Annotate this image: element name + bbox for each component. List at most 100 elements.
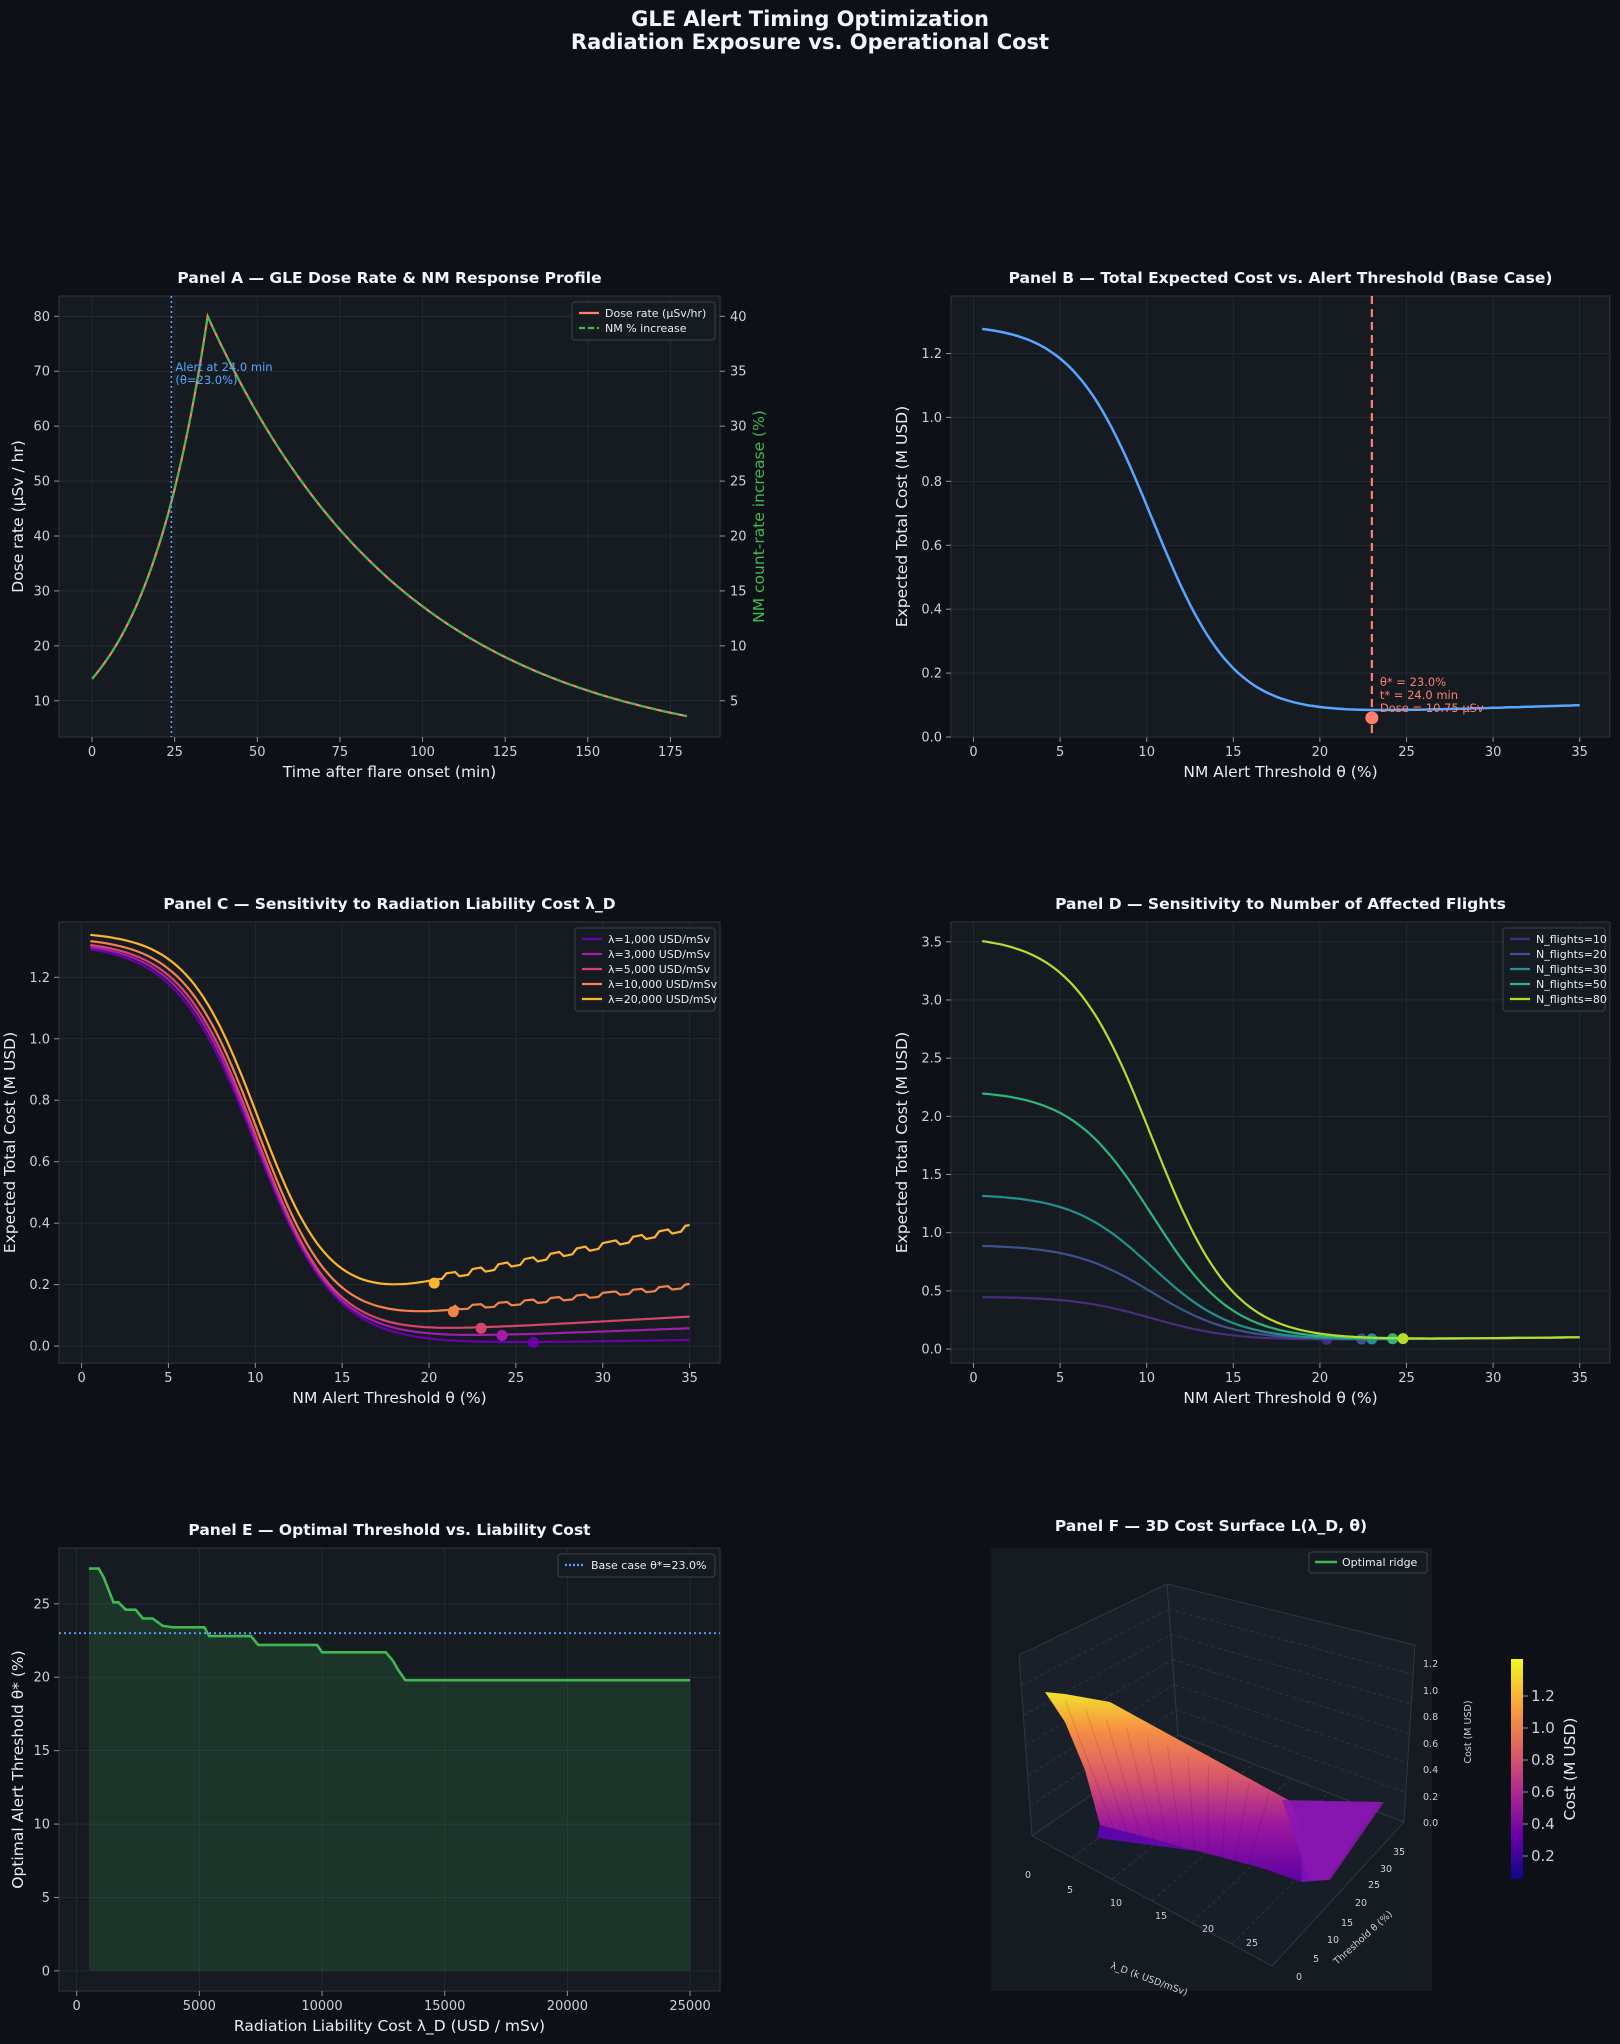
y2-tick-label: 5: [730, 694, 738, 709]
y3d-tick-label: 20: [1355, 1898, 1367, 1909]
legend-entry: λ=20,000 USD/mSv: [608, 993, 718, 1006]
x-tick-label: 15: [334, 1371, 351, 1386]
alert-annotation-line2: (θ=23.0%): [175, 373, 237, 387]
surface-mesh-line: [1126, 1728, 1155, 1840]
lambda-optimum-point: [475, 1322, 487, 1334]
y-tick-label: 1.0: [29, 1032, 50, 1047]
lambda-cost-line: [90, 940, 690, 1313]
y-tick-label: 0.4: [29, 1217, 50, 1232]
x-tick-label: 30: [594, 1371, 611, 1386]
legend-box: [1502, 927, 1606, 1012]
y-tick-label: 0.0: [29, 1340, 50, 1355]
y-tick-label: 0: [42, 1964, 50, 1979]
y-tick-label: 0.5: [921, 1284, 942, 1299]
x-axis-label: NM Alert Threshold θ (%): [1183, 1389, 1377, 1407]
y-tick-label: 30: [33, 584, 50, 599]
panel-title: Panel E — Optimal Threshold vs. Liabilit…: [188, 1521, 591, 1539]
y-tick-label: 20: [33, 639, 50, 654]
y-tick-label: 0.8: [921, 475, 942, 490]
colorbar-tick-label: 0.6: [1531, 1783, 1555, 1801]
optimal-threshold-area: [88, 1568, 691, 1971]
x-tick-label: 125: [493, 745, 518, 760]
x-tick-label: 15000: [424, 1999, 465, 2014]
colorbar-tick-label: 1.0: [1531, 1719, 1555, 1737]
y2-tick-label: 25: [730, 475, 747, 490]
y-axis-label: Optimal Alert Threshold θ* (%): [9, 1650, 27, 1888]
x-tick-label: 35: [681, 1371, 698, 1386]
legend-entry: λ=5,000 USD/mSv: [608, 963, 711, 976]
legend-entry: λ=1,000 USD/mSv: [608, 933, 711, 946]
x-axis-label: NM Alert Threshold θ (%): [1183, 763, 1377, 781]
y3d-tick-label: 30: [1380, 1864, 1392, 1875]
z3d-axis-label: Cost (M USD): [1463, 1700, 1474, 1763]
y-tick-label: 1.2: [921, 347, 942, 362]
x-tick-label: 20: [1312, 745, 1329, 760]
surface-mesh-line: [1187, 1755, 1195, 1851]
y-tick-label: 0.6: [921, 539, 942, 554]
x-tick-label: 5: [1056, 745, 1064, 760]
z3d-tick-label: 1.2: [1423, 1659, 1438, 1670]
y-tick-label: 50: [33, 475, 50, 490]
y-tick-label: 10: [33, 694, 50, 709]
nm-increase-line: [91, 312, 688, 718]
x-tick-label: 15: [1225, 1371, 1242, 1386]
y2-axis-label: NM count-rate increase (%): [750, 410, 768, 623]
x-tick-label: 5: [1056, 1371, 1064, 1386]
x3d-tick-label: 0: [1025, 1870, 1031, 1881]
surface-mesh-line: [1064, 1700, 1114, 1829]
legend-entry: NM % increase: [605, 322, 687, 335]
y2-tick-label: 35: [730, 365, 747, 380]
y-tick-label: 60: [33, 420, 50, 435]
optimum-label-theta: θ* = 23.0%: [1380, 675, 1446, 689]
x3d-tick-label: 25: [1246, 1938, 1258, 1949]
x-axis-label: Time after flare onset (min): [282, 763, 496, 781]
y-tick-label: 1.2: [29, 971, 50, 986]
y2-tick-label: 30: [730, 420, 747, 435]
x-tick-label: 25000: [669, 1999, 710, 2014]
panel-a: 0 25 50 75 100 125 150 175 10 20 30 40 50 60 70 80 Panel…: [9, 269, 768, 781]
colorbar-tick-label: 0.8: [1531, 1751, 1555, 1769]
y-tick-label: 1.5: [921, 1168, 942, 1183]
y3d-tick-label: 25: [1368, 1880, 1380, 1891]
y3d-tick-label: 0: [1296, 1972, 1302, 1983]
legend-box: [1308, 1551, 1428, 1574]
legend-entry: Optimal ridge: [1342, 1556, 1418, 1569]
y-tick-label: 0.2: [29, 1278, 50, 1293]
panel-title: Panel F — 3D Cost Surface L(λ_D, θ): [1055, 1517, 1367, 1535]
y3d-tick-label: 15: [1341, 1918, 1353, 1929]
optimal-threshold-line: [88, 1567, 691, 1682]
lambda-optimum-point: [496, 1329, 508, 1341]
x-tick-label: 100: [410, 745, 435, 760]
pane-gridline: [1231, 1807, 1367, 1945]
x-tick-label: 175: [658, 745, 683, 760]
pane-gridline: [1175, 1709, 1407, 1793]
y-tick-label: 1.0: [921, 411, 942, 426]
panel-f: Panel F — 3D Cost Surface L(λ_D, θ)05101…: [991, 1517, 1579, 1999]
x-tick-label: 35: [1571, 1371, 1588, 1386]
y-axis-label: Dose rate (µSv / hr): [9, 440, 27, 593]
surface-mesh-line: [1167, 1746, 1182, 1847]
surface-mesh-line: [1248, 1791, 1271, 1865]
surface-mesh-line: [1146, 1737, 1168, 1844]
y-tick-label: 0.0: [921, 731, 942, 746]
colorbar-tick-label: 0.4: [1531, 1815, 1555, 1833]
panel-c: 0 5 10 15 20 25 30 35 0.0 0.2 0.4 0.6 0.8 1.0 1.2 Panel…: [1, 895, 721, 1407]
legend-entry: N_flights=10: [1536, 933, 1607, 946]
y-tick-label: 15: [33, 1744, 50, 1759]
y-tick-label: 0.2: [921, 667, 942, 682]
y3d-tick-label: 10: [1327, 1935, 1339, 1946]
panel-title: Panel C — Sensitivity to Radiation Liabi…: [163, 895, 615, 913]
total-cost-line: [982, 327, 1580, 712]
plot-area: [58, 1547, 721, 1992]
pane-gridline: [1174, 1684, 1408, 1764]
legend-entry: Dose rate (µSv/hr): [605, 307, 706, 320]
x-tick-label: 0: [73, 1999, 81, 2014]
panel-title: Panel A — GLE Dose Rate & NM Response Pr…: [177, 269, 601, 287]
y-tick-label: 0.0: [921, 1343, 942, 1358]
y2-tick-label: 10: [730, 639, 747, 654]
legend-entry: N_flights=80: [1536, 993, 1607, 1006]
x-tick-label: 25: [1398, 1371, 1415, 1386]
x-tick-label: 20: [1312, 1371, 1329, 1386]
panel-e: 0 5000 10000 15000 20000 25000 0 5 10 15 20 25 Panel…: [9, 1521, 721, 2036]
surface-high-band: [1045, 1692, 1302, 1882]
